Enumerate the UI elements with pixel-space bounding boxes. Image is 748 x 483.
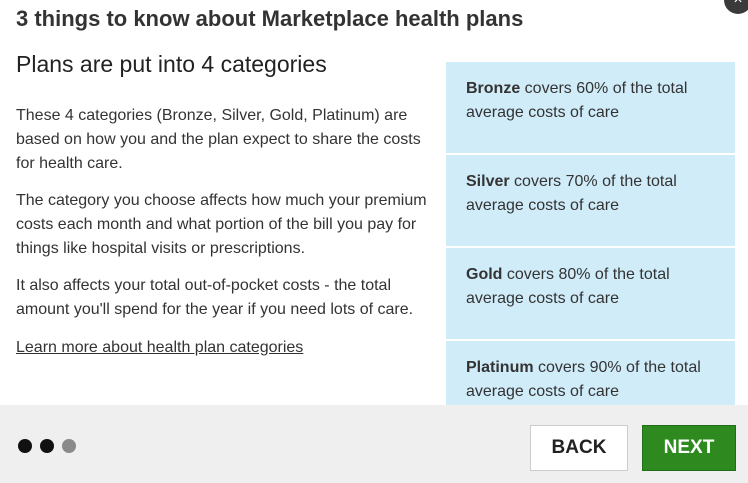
paragraph: The category you choose affects how much… [16,192,427,257]
tier-name: Bronze [466,80,521,97]
explanation-text: These 4 categories (Bronze, Silver, Gold… [16,104,430,360]
tier-name: Platinum [466,359,534,376]
tier-silver: Silver covers 70% of the total average c… [446,155,735,246]
next-button[interactable]: NEXT [642,425,736,471]
plan-categories-list: Bronze covers 60% of the total average c… [446,62,735,405]
tier-name: Gold [466,266,503,283]
modal-footer: BACK NEXT [0,405,748,483]
tier-description: covers 80% of the total average costs of… [466,266,670,307]
paragraph: These 4 categories (Bronze, Silver, Gold… [16,107,421,172]
section-subtitle: Plans are put into 4 categories [16,51,327,77]
learn-more-link[interactable]: Learn more about health plan categories [16,339,304,356]
tier-platinum: Platinum covers 90% of the total average… [446,341,735,405]
tier-name: Silver [466,173,510,190]
modal-title: 3 things to know about Marketplace healt… [16,6,524,31]
tier-description: covers 60% of the total average costs of… [466,80,688,121]
tier-description: covers 70% of the total average costs of… [466,173,677,214]
tier-description: covers 90% of the total average costs of… [466,359,701,400]
progress-dot[interactable] [40,439,54,453]
paragraph: It also affects your total out-of-pocket… [16,277,414,318]
progress-dots [18,439,76,453]
close-icon[interactable]: × [724,0,748,14]
progress-dot[interactable] [18,439,32,453]
tier-gold: Gold covers 80% of the total average cos… [446,248,735,339]
progress-dot[interactable] [62,439,76,453]
tier-bronze: Bronze covers 60% of the total average c… [446,62,735,153]
back-button[interactable]: BACK [530,425,628,471]
